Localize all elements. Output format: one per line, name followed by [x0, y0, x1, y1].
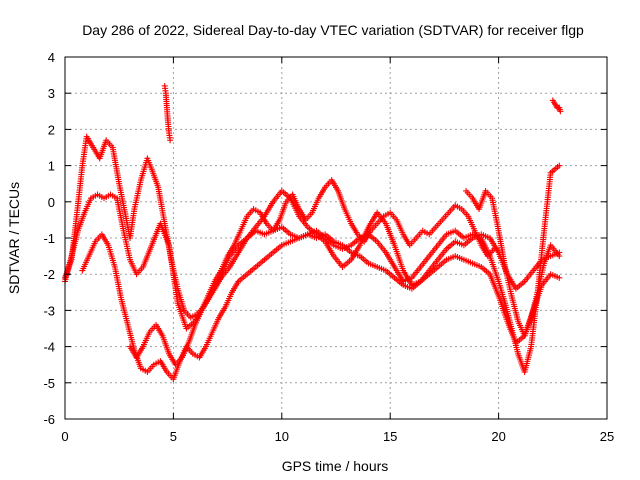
x-tick-label: 25	[600, 429, 614, 444]
series-spike-b	[549, 97, 564, 115]
series-track-e	[463, 187, 563, 339]
data-point	[557, 108, 564, 115]
y-tick-label: -5	[43, 376, 55, 391]
series-track-c	[79, 231, 563, 383]
x-axis-label: GPS time / hours	[282, 458, 389, 474]
y-tick-label: -1	[43, 231, 55, 246]
x-tick-label: 20	[491, 429, 505, 444]
series-track-b	[62, 187, 563, 332]
x-tick-label: 15	[383, 429, 397, 444]
y-tick-label: -6	[43, 412, 55, 427]
chart-title: Day 286 of 2022, Sidereal Day-to-day VTE…	[82, 22, 584, 38]
grid-lines	[65, 57, 607, 419]
x-tick-label: 10	[275, 429, 289, 444]
data-point	[556, 253, 563, 260]
data-point	[556, 162, 563, 169]
y-tick-label: 2	[48, 122, 55, 137]
y-tick-label: 0	[48, 195, 55, 210]
y-tick-label: -3	[43, 303, 55, 318]
x-tick-label: 0	[61, 429, 68, 444]
axis-ticks	[64, 56, 608, 420]
x-tick-label: 5	[170, 429, 177, 444]
data-point	[491, 245, 498, 252]
y-tick-label: -4	[43, 340, 55, 355]
data-point	[167, 137, 174, 144]
y-axis-label: SDTVAR / TECUs	[6, 182, 22, 294]
y-tick-label: 3	[48, 86, 55, 101]
data-point	[556, 274, 563, 281]
x-tick-labels: 0 5 10 15 20 25	[61, 429, 614, 444]
y-tick-labels: 4 3 2 1 0 -1 -2 -3 -4 -5 -6	[43, 50, 55, 427]
series-spike-a	[161, 82, 174, 144]
y-tick-label: 4	[48, 50, 55, 65]
data-points	[62, 82, 564, 383]
series-track-d	[127, 177, 498, 368]
y-tick-label: 1	[48, 159, 55, 174]
y-tick-label: -2	[43, 267, 55, 282]
